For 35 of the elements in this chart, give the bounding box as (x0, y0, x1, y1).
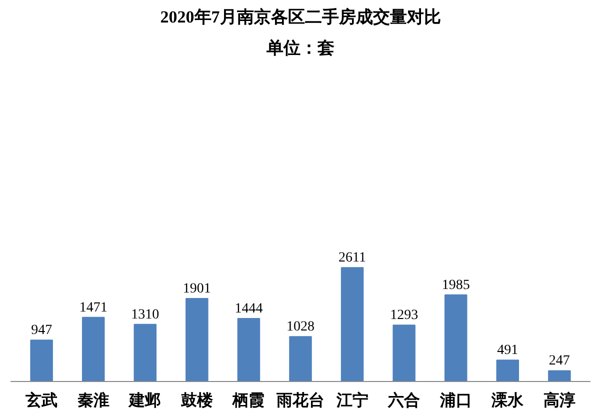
data-label: 1293 (390, 308, 418, 324)
x-tick-label: 玄武 (24, 390, 58, 410)
data-label: 491 (497, 343, 518, 358)
x-tick-label: 栖霞 (232, 392, 265, 410)
chart-title: 2020年7月南京各区二手房成交量对比 (160, 8, 441, 26)
x-tick-label: 秦淮 (77, 392, 110, 410)
x-tick-label: 建邺 (127, 392, 162, 410)
bar (237, 318, 260, 382)
bar (548, 370, 571, 382)
bar (289, 336, 312, 382)
bar (134, 324, 157, 382)
bar (82, 316, 105, 382)
bar (30, 340, 53, 382)
data-label: 2611 (338, 250, 366, 266)
data-label: 1985 (442, 278, 470, 293)
x-tick-label: 江宁 (335, 390, 368, 410)
bar (444, 294, 468, 382)
data-label: 1901 (182, 282, 211, 297)
data-label: 1471 (79, 300, 108, 316)
x-tick-label: 鼓楼 (180, 392, 214, 410)
data-label: 247 (548, 354, 570, 369)
data-label: 947 (31, 323, 52, 338)
x-tick-label: 溧水 (490, 392, 525, 410)
x-tick-label: 高淳 (543, 390, 576, 410)
bar (186, 298, 208, 382)
bar (392, 324, 416, 382)
x-tick-label: 雨花台 (276, 392, 324, 410)
data-label: 1310 (131, 307, 160, 322)
bar (496, 360, 520, 382)
data-label: 1028 (286, 320, 314, 335)
x-tick-label: 六合 (387, 392, 420, 410)
x-tick-label: 浦口 (438, 392, 472, 410)
chart-subtitle: 单位：套 (266, 38, 334, 58)
data-label: 1444 (234, 301, 263, 316)
bar (340, 267, 364, 382)
